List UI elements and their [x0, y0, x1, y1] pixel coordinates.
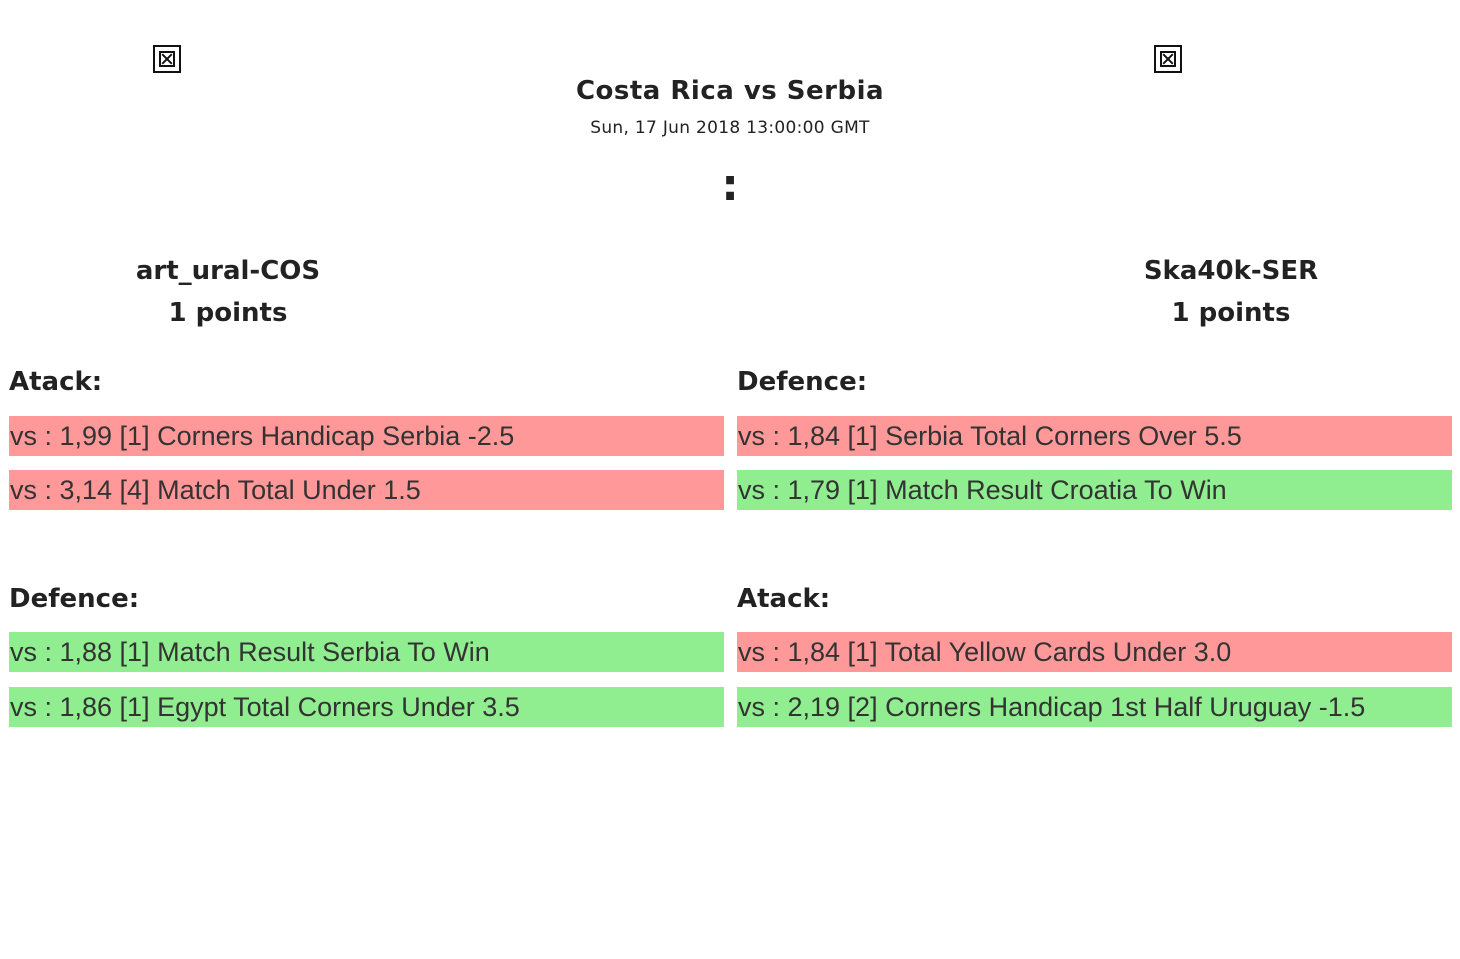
left-attack-bet-2: vs : 3,14 [4] Match Total Under 1.5: [9, 470, 724, 510]
team-right: Ska40k-SER 1 points: [1031, 250, 1431, 334]
right-attack-heading: Atack:: [737, 584, 831, 614]
match-title: Costa Rica vs Serbia: [575, 76, 885, 106]
broken-image-frame: [159, 51, 175, 67]
team-left: art_ural-COS 1 points: [28, 250, 428, 334]
team-left-name: art_ural-COS: [135, 256, 321, 286]
right-attack-bet-1: vs : 1,84 [1] Total Yellow Cards Under 3…: [737, 632, 1452, 672]
team-right-points: 1 points: [1171, 298, 1291, 328]
right-attack-bet-2: vs : 2,19 [2] Corners Handicap 1st Half …: [737, 687, 1452, 727]
cross-icon: [1162, 53, 1174, 65]
team-right-name: Ska40k-SER: [1143, 256, 1319, 286]
left-attack-heading: Atack:: [9, 367, 103, 397]
broken-image-frame: [1160, 51, 1176, 67]
right-defence-bet-2: vs : 1,79 [1] Match Result Croatia To Wi…: [737, 470, 1452, 510]
left-defence-bet-1: vs : 1,88 [1] Match Result Serbia To Win: [9, 632, 724, 672]
right-defence-heading: Defence:: [737, 367, 868, 397]
team-left-points: 1 points: [168, 298, 288, 328]
match-date: Sun, 17 Jun 2018 13:00:00 GMT: [590, 118, 870, 138]
right-defence-bet-1: vs : 1,84 [1] Serbia Total Corners Over …: [737, 416, 1452, 456]
broken-image-icon: [153, 45, 181, 73]
broken-image-icon: [1154, 45, 1182, 73]
score-separator: :: [721, 160, 739, 211]
cross-icon: [161, 53, 173, 65]
left-attack-bet-1: vs : 1,99 [1] Corners Handicap Serbia -2…: [9, 416, 724, 456]
left-defence-bet-2: vs : 1,86 [1] Egypt Total Corners Under …: [9, 687, 724, 727]
left-defence-heading: Defence:: [9, 584, 140, 614]
